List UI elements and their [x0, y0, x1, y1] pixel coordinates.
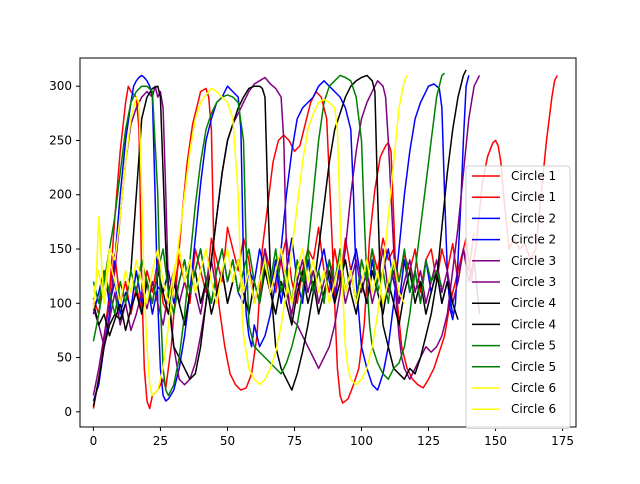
legend-label: Circle 6	[511, 402, 556, 416]
plot-frame	[79, 57, 577, 428]
series-layer	[92, 69, 558, 410]
x-tick-label: 75	[287, 434, 302, 448]
legend-label: Circle 5	[511, 339, 556, 353]
series-line-7	[92, 69, 467, 407]
legend-box	[465, 165, 571, 429]
series-line-12	[92, 248, 406, 305]
legend-label: Circle 4	[511, 296, 556, 310]
legend-label: Circle 5	[511, 360, 556, 374]
x-tick-label: 0	[90, 434, 98, 448]
legend: Circle 1 Circle 1 Circle 2 Circle 2 Circle 3…	[465, 165, 571, 429]
legend-label: Circle 1	[511, 190, 556, 204]
axes: 0 25 50 75 100 125 150 175 0 50 100 150 200 250 300	[49, 79, 574, 448]
legend-label: Circle 2	[511, 211, 556, 225]
legend-label: Circle 3	[511, 254, 556, 268]
legend-label: Circle 3	[511, 275, 556, 289]
x-tick-label: 175	[551, 434, 574, 448]
x-tick-label: 150	[484, 434, 507, 448]
x-tick-label: 125	[417, 434, 440, 448]
y-tick-label: 0	[64, 405, 72, 419]
x-tick-label: 100	[350, 434, 373, 448]
series-line-9	[92, 72, 446, 397]
y-tick-label: 100	[49, 296, 72, 310]
legend-label: Circle 6	[511, 381, 556, 395]
y-tick-label: 250	[49, 133, 72, 147]
series-line-11	[92, 75, 408, 397]
series-line-10	[92, 248, 443, 315]
y-tick-label: 300	[49, 79, 72, 93]
legend-label: Circle 4	[511, 317, 556, 331]
series-line-3	[92, 74, 470, 402]
y-tick-label: 150	[49, 242, 72, 256]
x-tick-label: 50	[220, 434, 235, 448]
x-tick-label: 25	[153, 434, 168, 448]
legend-label: Circle 1	[511, 169, 556, 183]
y-tick-label: 50	[57, 351, 72, 365]
legend-label: Circle 2	[511, 233, 556, 247]
y-tick-label: 200	[49, 188, 72, 202]
